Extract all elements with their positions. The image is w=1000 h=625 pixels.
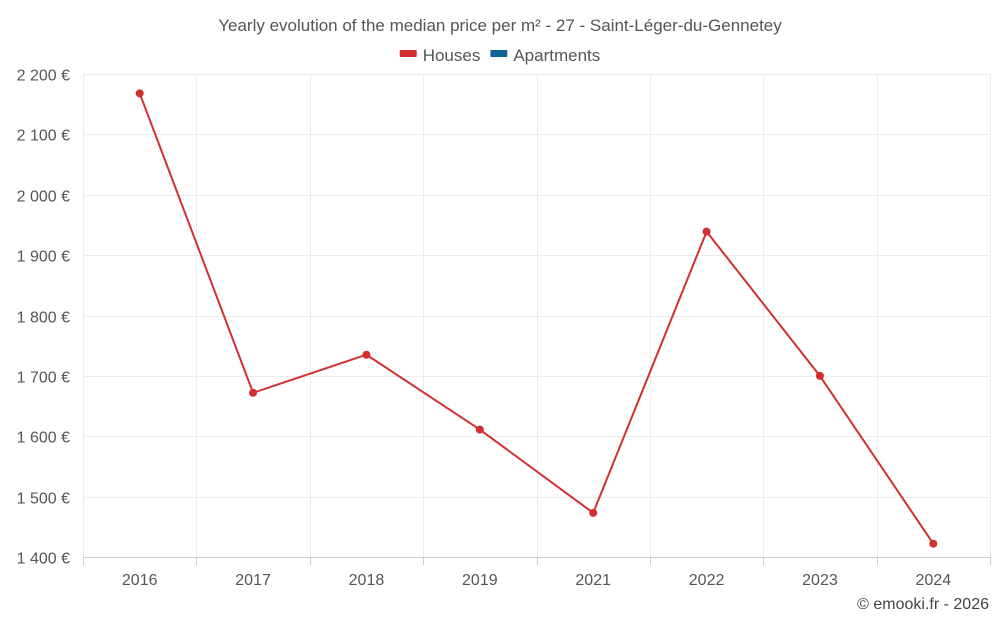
y-axis: 1 400 € 1 500 € 1 600 € 1 700 € 1 800 € 1 900… (17, 68, 70, 568)
series-layer (135, 89, 938, 548)
y-tick-label: 1 600 € (17, 430, 70, 447)
grid-lines (83, 74, 991, 558)
data-point-houses[interactable] (362, 350, 371, 359)
y-tick-label: 1 900 € (17, 249, 70, 266)
y-tick-label: 1 800 € (17, 310, 70, 327)
data-point-houses[interactable] (815, 371, 824, 380)
legend-swatch (399, 50, 417, 57)
y-tick-label: 1 500 € (17, 491, 70, 508)
credit-text: © emooki.fr - 2026 (857, 596, 989, 613)
series-line-houses (138, 92, 935, 545)
legend-item-apartments[interactable]: Apartments (490, 46, 600, 65)
legend-label: Apartments (513, 46, 600, 65)
x-tick-label: 2018 (349, 572, 385, 589)
x-tick-label: 2016 (122, 572, 158, 589)
x-tick-label: 2023 (802, 572, 838, 589)
x-tick-label: 2017 (235, 572, 271, 589)
data-point-houses[interactable] (702, 227, 711, 236)
y-tick-label: 2 200 € (17, 68, 70, 85)
x-axis: 2016 2017 2018 2019 2021 2022 2023 2024 (83, 557, 991, 589)
x-tick-label: 2021 (575, 572, 611, 589)
data-point-houses[interactable] (589, 508, 598, 517)
data-point-houses[interactable] (249, 388, 258, 397)
legend-label: Houses (423, 46, 481, 65)
x-tick-label: 2019 (462, 572, 498, 589)
y-tick-label: 2 100 € (17, 128, 70, 145)
data-point-houses[interactable] (475, 425, 484, 434)
chart-title: Yearly evolution of the median price per… (218, 16, 782, 35)
y-tick-label: 2 000 € (17, 189, 70, 206)
y-tick-label: 1 700 € (17, 370, 70, 387)
x-tick-label: 2024 (916, 572, 952, 589)
legend: Houses Apartments (399, 46, 600, 65)
x-tick-label: 2022 (689, 572, 725, 589)
legend-item-houses[interactable]: Houses (399, 46, 481, 65)
data-point-houses[interactable] (929, 539, 938, 548)
data-point-houses[interactable] (135, 89, 144, 98)
y-tick-label: 1 400 € (17, 551, 70, 568)
legend-swatch (490, 50, 508, 57)
